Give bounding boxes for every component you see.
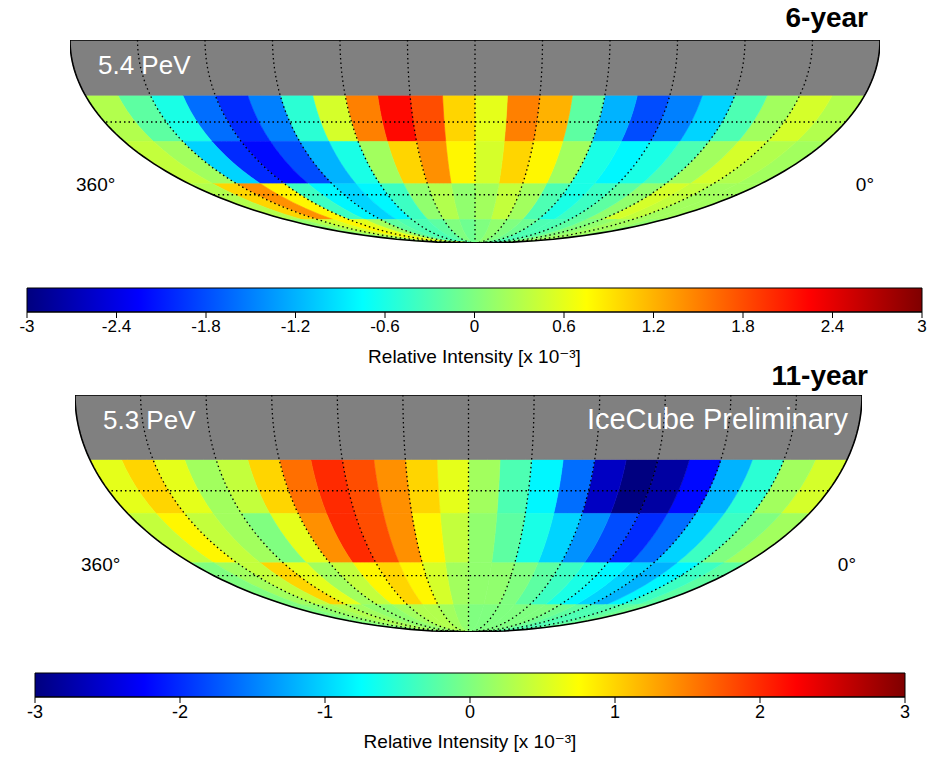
svg-text:0: 0 xyxy=(470,317,479,336)
svg-text:-1.8: -1.8 xyxy=(191,317,220,336)
svg-text:3: 3 xyxy=(900,702,910,722)
svg-text:1.2: 1.2 xyxy=(642,317,666,336)
html-text:360°: 360° xyxy=(76,174,116,196)
svg-text:0.6: 0.6 xyxy=(552,317,576,336)
svg-text:-3: -3 xyxy=(19,317,34,336)
html-text:Relative Intensity [x 10⁻³]: Relative Intensity [x 10⁻³] xyxy=(368,346,581,367)
svg-text:1.8: 1.8 xyxy=(731,317,755,336)
html-text:IceCube Preliminary: IceCube Preliminary xyxy=(586,403,848,435)
html-text:Relative Intensity [x 10⁻³]: Relative Intensity [x 10⁻³] xyxy=(363,731,577,752)
html-text:5.4 PeV: 5.4 PeV xyxy=(98,50,191,80)
html-text:11-year: 11-year xyxy=(771,360,868,391)
svg-text:1: 1 xyxy=(610,702,620,722)
svg-text:-3: -3 xyxy=(27,702,43,722)
html-text:0°: 0° xyxy=(837,553,856,575)
html-text:360°: 360° xyxy=(81,553,121,575)
html-text:6-year: 6-year xyxy=(785,2,868,33)
svg-text:-2.4: -2.4 xyxy=(102,317,131,336)
svg-text:0: 0 xyxy=(465,702,475,722)
html-text:5.3 PeV: 5.3 PeV xyxy=(103,405,196,435)
svg-text:-2: -2 xyxy=(172,702,188,722)
svg-text:2: 2 xyxy=(755,702,765,722)
svg-text:-1.2: -1.2 xyxy=(281,317,310,336)
svg-text:2.4: 2.4 xyxy=(821,317,845,336)
svg-text:-0.6: -0.6 xyxy=(370,317,399,336)
svg-text:3: 3 xyxy=(917,317,926,336)
html-text:0°: 0° xyxy=(855,174,874,196)
svg-text:-1: -1 xyxy=(317,702,333,722)
